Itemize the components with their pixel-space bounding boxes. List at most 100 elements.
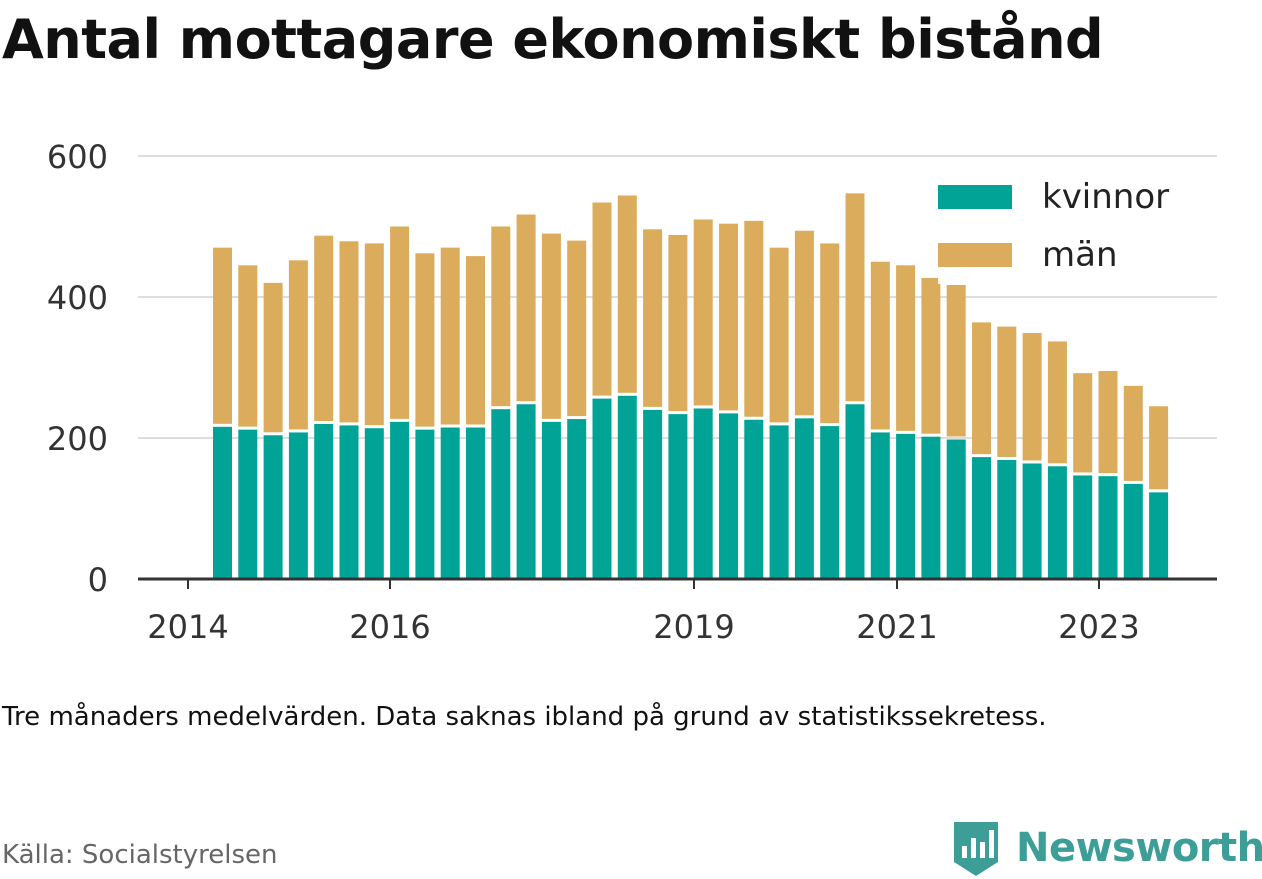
bar-kvinnor-28: [921, 436, 941, 579]
bar-kvinnor-5: [339, 425, 359, 579]
bar-man-23: [794, 230, 814, 416]
bar-kvinnor-23: [794, 418, 814, 579]
bar-man-20: [719, 223, 738, 411]
bar-kvinnor-30: [972, 457, 991, 579]
bar-kvinnor-16: [617, 395, 637, 579]
bar-man-27: [896, 265, 916, 431]
bar-kvinnor-25: [845, 404, 865, 579]
y-tick-label-0: 0: [88, 561, 108, 599]
bar-man-6: [364, 243, 384, 426]
bar-kvinnor-0: [213, 426, 232, 579]
bar-kvinnor-17: [643, 409, 663, 579]
bar-kvinnor-33: [1047, 466, 1067, 579]
bar-man-36: [1123, 385, 1143, 481]
bar-man-4: [314, 235, 334, 421]
y-axis-labels: 0 200 400 600: [47, 138, 108, 599]
bar-kvinnor-29: [946, 439, 966, 579]
x-tick-label-2023: 2023: [1058, 608, 1139, 646]
bar-man-8: [415, 253, 435, 427]
bar-man-25: [845, 193, 865, 402]
bar-kvinnor-10: [466, 427, 485, 579]
bar-man-22: [769, 247, 789, 423]
bar-man-9: [440, 247, 460, 425]
bar-kvinnor-2: [263, 435, 283, 579]
bar-kvinnor-37: [1149, 492, 1169, 579]
bar-kvinnor-36: [1123, 483, 1143, 579]
bar-kvinnor-3: [288, 432, 308, 579]
bar-man-37: [1149, 406, 1169, 490]
bar-kvinnor-7: [390, 421, 410, 579]
bar-kvinnor-26: [870, 432, 890, 579]
source-text: Källa: Socialstyrelsen: [2, 840, 278, 870]
y-tick-label-200: 200: [47, 420, 108, 458]
bar-kvinnor-18: [668, 414, 688, 579]
brand-name: Newsworthy: [1016, 825, 1262, 871]
bar-kvinnor-19: [693, 408, 713, 579]
bar-kvinnor-9: [440, 427, 460, 579]
bar-man-34: [1073, 373, 1093, 473]
newsworthy-icon: [954, 822, 998, 876]
bar-man-3: [288, 260, 308, 430]
bar-man-12: [516, 214, 536, 402]
bar-man-35: [1098, 371, 1118, 474]
bar-man-11: [491, 226, 511, 407]
legend-label-man: män: [1042, 235, 1118, 275]
x-tick-label-2014: 2014: [147, 608, 228, 646]
bar-man-28: [921, 277, 941, 434]
bar-kvinnor-12: [516, 404, 536, 579]
bar-kvinnor-14: [567, 419, 587, 579]
bar-kvinnor-1: [238, 429, 258, 579]
bar-man-24: [820, 243, 840, 424]
bar-man-26: [870, 261, 890, 430]
bars: [213, 193, 1169, 579]
legend-swatch-man: [938, 243, 1012, 267]
x-tick-label-2021: 2021: [856, 608, 937, 646]
x-axis-labels: 2014 2016 2019 2021 2023: [147, 608, 1139, 646]
bar-kvinnor-35: [1098, 476, 1118, 579]
legend-item-man: män: [938, 226, 1169, 284]
bar-kvinnor-6: [364, 428, 384, 579]
bar-kvinnor-22: [769, 425, 789, 579]
bar-man-15: [592, 202, 612, 396]
bar-kvinnor-11: [491, 409, 511, 579]
legend: kvinnor män: [938, 168, 1170, 284]
bar-man-30: [972, 322, 991, 455]
bar-man-33: [1047, 341, 1067, 464]
bar-man-19: [693, 219, 713, 406]
bar-kvinnor-27: [896, 433, 916, 579]
bar-man-5: [339, 241, 359, 423]
bar-kvinnor-31: [997, 459, 1017, 579]
bar-man-31: [997, 326, 1017, 457]
bar-man-14: [567, 240, 587, 417]
bar-man-2: [263, 282, 283, 433]
bar-kvinnor-8: [415, 429, 435, 579]
bar-man-1: [238, 265, 258, 427]
y-tick-label-400: 400: [47, 279, 108, 317]
bar-man-17: [643, 229, 663, 407]
x-axis: [138, 577, 1217, 589]
bar-kvinnor-24: [820, 426, 840, 579]
bar-man-7: [390, 226, 410, 419]
bar-man-16: [617, 195, 637, 393]
bar-man-21: [744, 220, 764, 417]
bar-kvinnor-15: [592, 398, 612, 579]
chart-note: Tre månaders medelvärden. Data saknas ib…: [2, 702, 1047, 732]
chart-title: Antal mottagare ekonomiskt bistånd: [2, 8, 1104, 71]
bar-kvinnor-32: [1022, 463, 1042, 579]
newsworthy-logo[interactable]: Newsworthy: [950, 818, 1262, 878]
bar-man-10: [466, 256, 485, 425]
bar-man-13: [541, 233, 561, 419]
bar-kvinnor-21: [744, 419, 764, 579]
bar-man-29: [946, 285, 966, 437]
legend-label-kvinnor: kvinnor: [1042, 177, 1170, 217]
stacked-bar-chart: 0 200 400 600 2014 2016 2019 2021 2023: [47, 138, 1217, 646]
legend-swatch-kvinnor: [938, 185, 1012, 209]
x-tick-label-2019: 2019: [653, 608, 734, 646]
bar-kvinnor-20: [719, 413, 738, 579]
legend-item-kvinnor: kvinnor: [938, 168, 1169, 226]
x-tick-label-2016: 2016: [349, 608, 430, 646]
bar-man-18: [668, 234, 688, 412]
bar-man-32: [1022, 332, 1042, 461]
y-tick-label-600: 600: [47, 138, 108, 176]
bar-kvinnor-13: [541, 421, 561, 579]
